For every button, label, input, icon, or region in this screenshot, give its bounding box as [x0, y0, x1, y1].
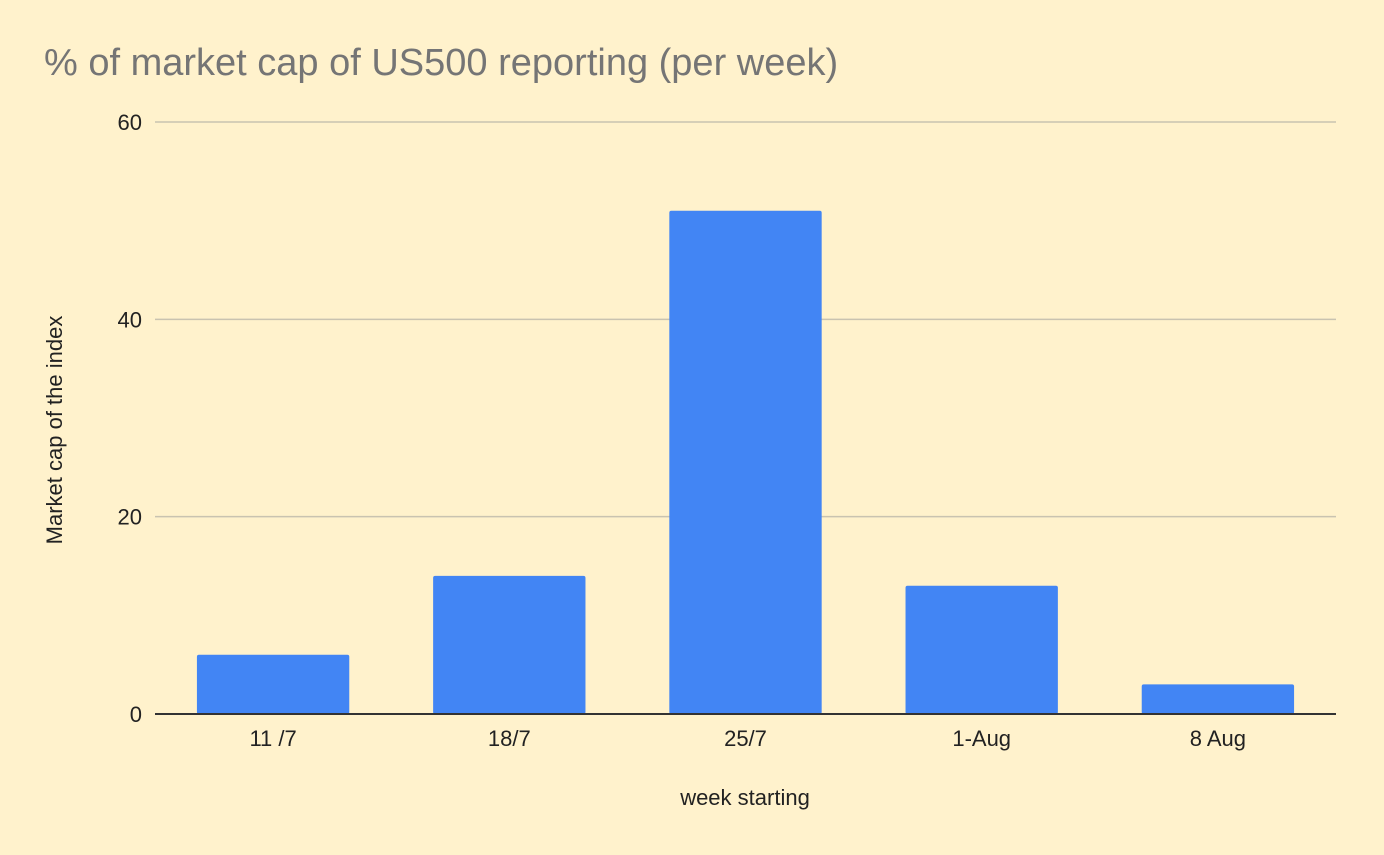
chart-title: % of market cap of US500 reporting (per …	[44, 42, 838, 84]
x-tick-label: 11 /7	[249, 726, 296, 751]
bar-0	[196, 654, 350, 714]
x-tick-label: 18/7	[488, 726, 531, 751]
y-axis-label: Market cap of the index	[42, 316, 67, 545]
y-axis-ticks: 0 20 40 60	[118, 110, 142, 727]
y-tick-label: 60	[118, 110, 142, 135]
x-axis-label: week starting	[679, 785, 810, 810]
x-tick-label: 8 Aug	[1190, 726, 1246, 751]
y-tick-label: 40	[118, 307, 142, 332]
bar-2	[669, 210, 822, 715]
x-tick-label: 25/7	[724, 726, 767, 751]
x-axis-ticks: 11 /7 18/7 25/7 1-Aug 8 Aug	[249, 726, 1246, 751]
bar-3	[905, 585, 1058, 714]
bar-4	[1141, 684, 1295, 714]
y-tick-label: 0	[130, 702, 142, 727]
x-tick-label: 1-Aug	[952, 726, 1011, 751]
bars	[196, 210, 1295, 715]
y-tick-label: 20	[118, 505, 142, 530]
bar-1	[433, 575, 586, 714]
